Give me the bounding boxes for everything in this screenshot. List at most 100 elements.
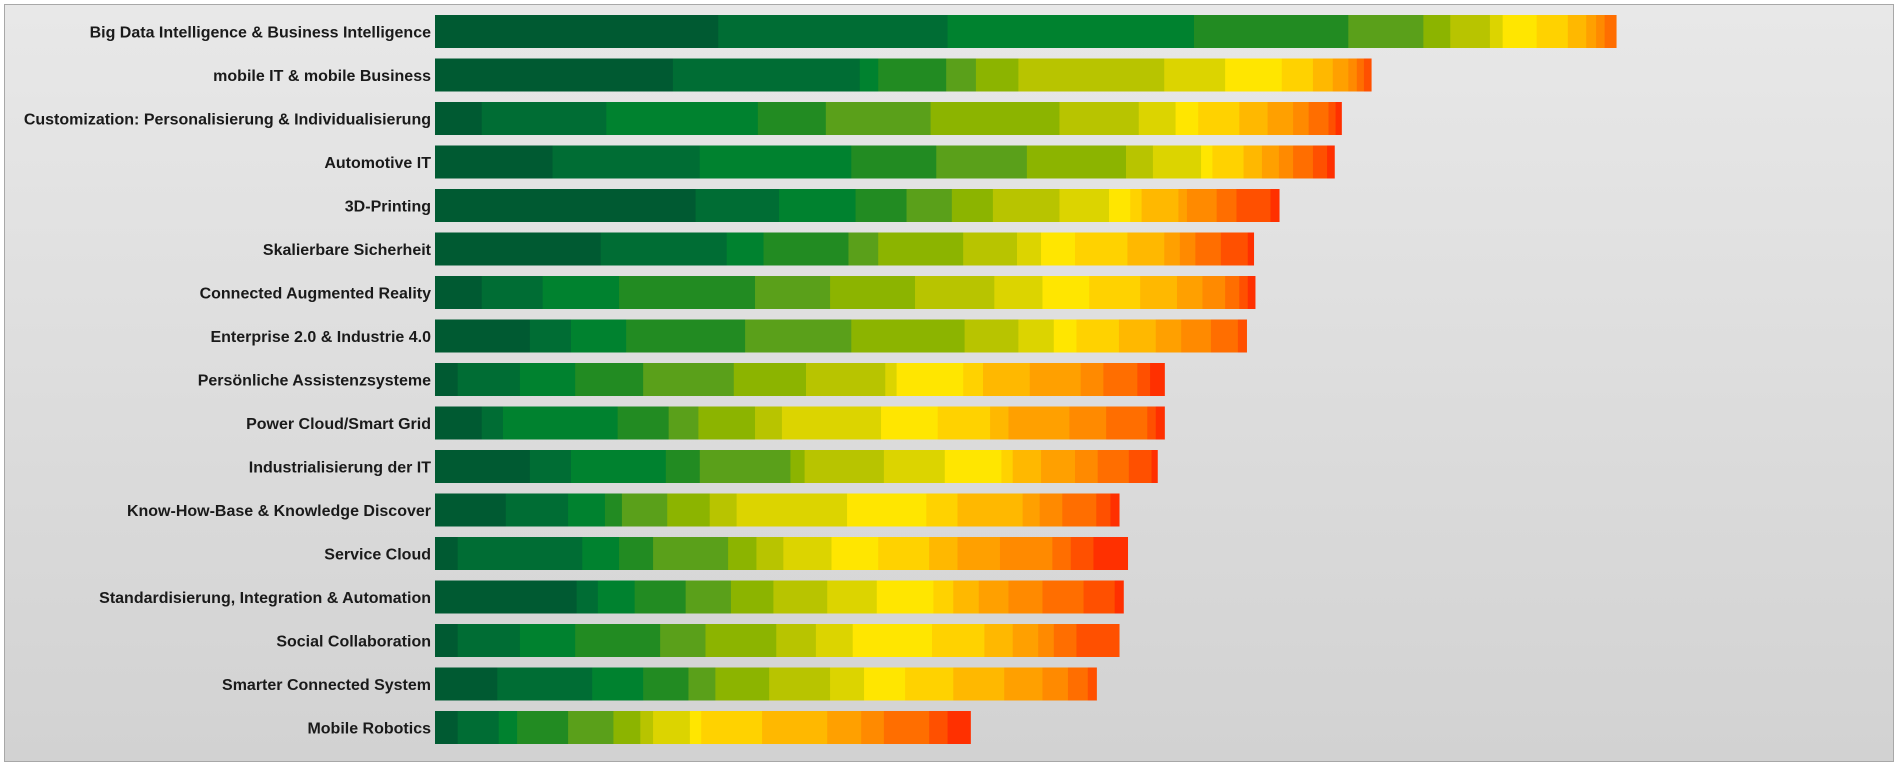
bar-segment[interactable] <box>781 406 882 440</box>
bar-segment[interactable] <box>1155 319 1182 353</box>
bar-segment[interactable] <box>963 363 984 396</box>
bar-segment[interactable] <box>1076 624 1120 657</box>
bar-segment[interactable] <box>1164 232 1181 266</box>
bar-segment[interactable] <box>570 450 667 483</box>
bar-segment[interactable] <box>653 711 691 744</box>
bar-segment[interactable] <box>1210 319 1239 353</box>
bar-segment[interactable] <box>755 276 831 309</box>
bar-segment[interactable] <box>1052 537 1072 570</box>
bar-segment[interactable] <box>435 406 483 440</box>
bar-segment[interactable] <box>1110 537 1129 570</box>
bar-segment[interactable] <box>745 319 852 353</box>
bar-segment[interactable] <box>640 711 654 744</box>
bar-segment[interactable] <box>1312 145 1328 179</box>
bar-segment[interactable] <box>1261 145 1280 179</box>
bar-segment[interactable] <box>1293 102 1310 135</box>
bar-segment[interactable] <box>517 711 569 744</box>
bar-segment[interactable] <box>606 102 759 135</box>
bar-segment[interactable] <box>435 711 459 744</box>
bar-segment[interactable] <box>905 667 954 701</box>
bar-segment[interactable] <box>1080 363 1104 396</box>
bar-segment[interactable] <box>1179 232 1196 266</box>
bar-segment[interactable] <box>689 711 702 744</box>
bar-segment[interactable] <box>1225 58 1283 92</box>
bar-segment[interactable] <box>457 624 521 657</box>
bar-segment[interactable] <box>695 189 780 222</box>
bar-segment[interactable] <box>990 406 1010 440</box>
bar-segment[interactable] <box>756 537 784 570</box>
bar-segment[interactable] <box>728 537 758 570</box>
bar-segment[interactable] <box>672 58 861 92</box>
bar-segment[interactable] <box>1041 450 1076 483</box>
bar-segment[interactable] <box>457 537 583 570</box>
bar-segment[interactable] <box>1567 15 1587 48</box>
bar-segment[interactable] <box>773 580 828 614</box>
bar-segment[interactable] <box>1198 102 1240 135</box>
bar-segment[interactable] <box>1216 189 1238 222</box>
bar-segment[interactable] <box>953 667 1005 701</box>
bar-segment[interactable] <box>1118 319 1157 353</box>
bar-segment[interactable] <box>435 15 719 48</box>
bar-segment[interactable] <box>859 58 879 92</box>
bar-segment[interactable] <box>1152 145 1202 179</box>
bar-segment[interactable] <box>937 406 991 440</box>
bar-segment[interactable] <box>1239 102 1269 135</box>
bar-segment[interactable] <box>1001 450 1014 483</box>
bar-segment[interactable] <box>568 493 606 527</box>
bar-segment[interactable] <box>705 624 777 657</box>
bar-segment[interactable] <box>653 537 729 570</box>
bar-segment[interactable] <box>915 276 995 309</box>
bar-segment[interactable] <box>1201 145 1213 179</box>
bar-segment[interactable] <box>1004 667 1044 701</box>
bar-segment[interactable] <box>1029 363 1082 396</box>
bar-segment[interactable] <box>947 15 1195 48</box>
bar-segment[interactable] <box>701 711 763 744</box>
bar-segment[interactable] <box>1083 580 1116 614</box>
bar-segment[interactable] <box>790 450 806 483</box>
bar-segment[interactable] <box>1012 450 1042 483</box>
bar-segment[interactable] <box>1008 580 1044 614</box>
bar-segment[interactable] <box>1239 276 1249 309</box>
bar-segment[interactable] <box>617 406 670 440</box>
bar-segment[interactable] <box>1186 189 1218 222</box>
bar-segment[interactable] <box>1150 363 1165 396</box>
bar-segment[interactable] <box>1022 493 1041 527</box>
bar-segment[interactable] <box>1114 580 1124 614</box>
bar-segment[interactable] <box>529 450 572 483</box>
bar-segment[interactable] <box>1103 363 1138 396</box>
bar-segment[interactable] <box>1363 58 1372 92</box>
bar-segment[interactable] <box>878 232 964 266</box>
bar-segment[interactable] <box>1195 232 1222 266</box>
bar-segment[interactable] <box>435 363 459 396</box>
bar-segment[interactable] <box>498 711 518 744</box>
bar-segment[interactable] <box>1076 319 1120 353</box>
bar-segment[interactable] <box>576 580 599 614</box>
bar-segment[interactable] <box>1450 15 1491 48</box>
bar-segment[interactable] <box>929 711 949 744</box>
bar-segment[interactable] <box>1327 145 1335 179</box>
bar-segment[interactable] <box>667 493 711 527</box>
bar-segment[interactable] <box>668 406 699 440</box>
bar-segment[interactable] <box>1332 58 1349 92</box>
bar-segment[interactable] <box>1127 232 1165 266</box>
bar-segment[interactable] <box>855 189 908 222</box>
bar-segment[interactable] <box>1075 450 1099 483</box>
bar-segment[interactable] <box>552 145 701 179</box>
bar-segment[interactable] <box>992 189 1061 222</box>
bar-segment[interactable] <box>1178 189 1188 222</box>
bar-segment[interactable] <box>1097 450 1130 483</box>
bar-segment[interactable] <box>435 450 531 483</box>
bar-segment[interactable] <box>643 667 690 701</box>
bar-segment[interactable] <box>1126 145 1154 179</box>
bar-segment[interactable] <box>698 406 756 440</box>
bar-segment[interactable] <box>947 711 971 744</box>
bar-segment[interactable] <box>435 493 507 527</box>
bar-segment[interactable] <box>776 624 817 657</box>
bar-segment[interactable] <box>1502 15 1538 48</box>
bar-segment[interactable] <box>435 319 531 353</box>
bar-segment[interactable] <box>1018 319 1055 353</box>
bar-segment[interactable] <box>827 580 878 614</box>
bar-segment[interactable] <box>994 276 1044 309</box>
bar-segment[interactable] <box>964 319 1019 353</box>
bar-segment[interactable] <box>600 232 728 266</box>
